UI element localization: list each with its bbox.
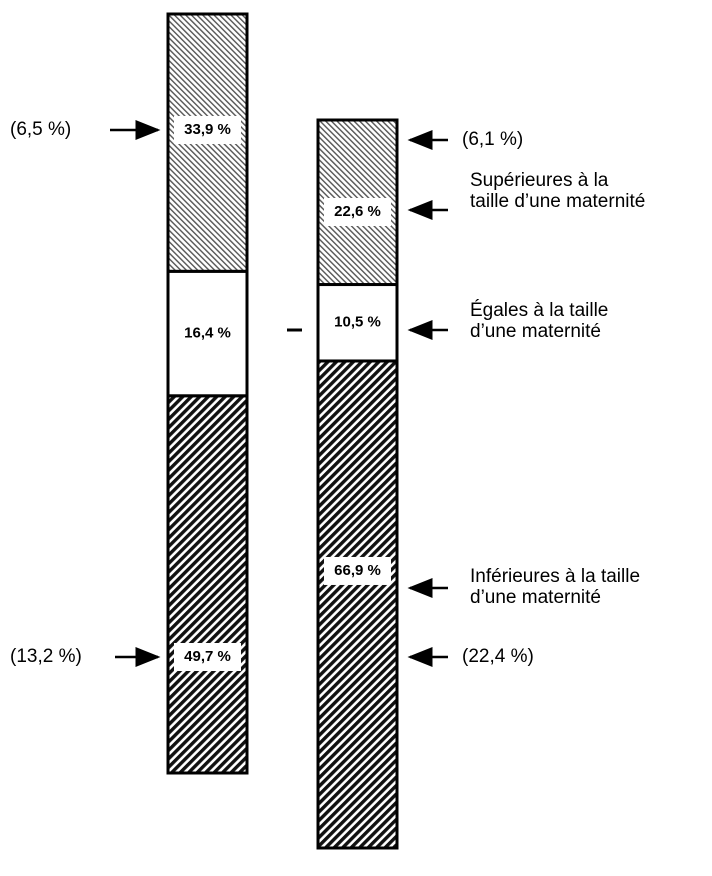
annotation: (6,1 %) [462,129,523,150]
value-label-bg [324,556,391,585]
value-label-bg [174,116,241,144]
bar-segment [316,359,399,850]
value-label-bg [174,643,241,671]
value-label: 22,6 % [334,203,381,220]
value-label: 33,9 % [184,121,231,138]
bar-segment [166,394,249,775]
value-label: 66,9 % [334,562,381,579]
legend-entry: Supérieures à la taille d’une maternité [470,170,646,212]
value-label-bg [174,319,241,348]
value-label-bg [324,198,391,226]
annotation: (6,5 %) [10,119,71,140]
value-label: 49,7 % [184,648,231,665]
value-label: 10,5 % [334,314,381,331]
value-label-bg [324,308,391,337]
annotation: (13,2 %) [10,646,82,667]
value-label: 16,4 % [184,325,231,342]
legend-entry: Inférieures à la taille d’une maternité [470,566,641,608]
legend-entry: Égales à la taille d’une maternité [470,300,609,342]
annotation: (22,4 %) [462,646,534,667]
